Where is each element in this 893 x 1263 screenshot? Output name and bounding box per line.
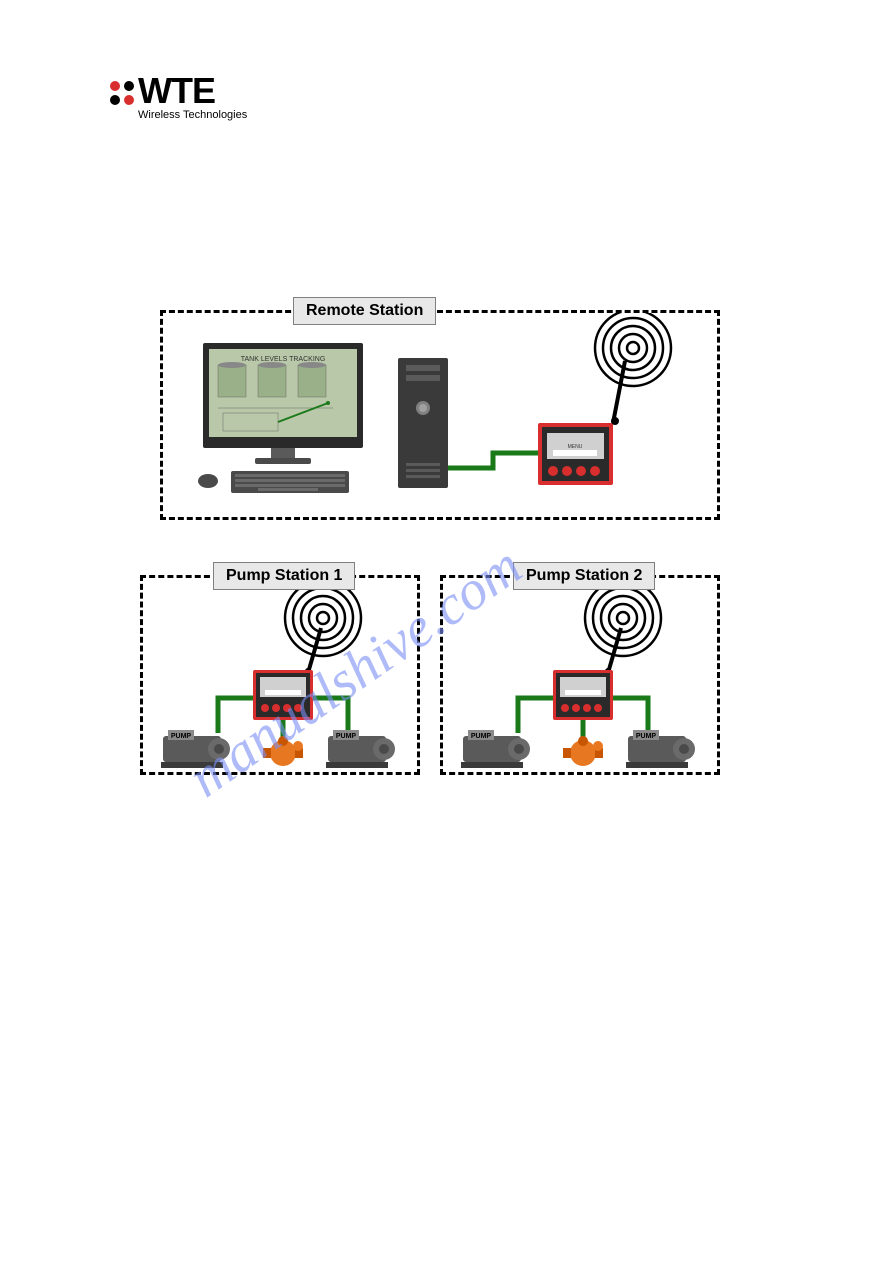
logo-dot [124,81,134,91]
pump-station-1-label: Pump Station 1 [213,562,355,590]
pump-station-2-graphic: PUMP PUMP [443,578,723,778]
cable-icon [218,698,253,733]
radio-waves-icon [285,580,361,656]
radio-modem-icon [253,628,321,720]
mouse-icon [198,474,218,488]
cable-icon [313,698,348,733]
radio-waves-icon [595,313,671,386]
logo-dot [110,95,120,105]
valve-icon [563,736,603,766]
logo-dot [110,81,120,91]
cable-icon [448,453,538,468]
pump-icon: PUMP [626,730,695,768]
pump-icon: PUMP [161,730,230,768]
pc-tower-icon [398,358,448,488]
pump-icon: PUMP [461,730,530,768]
remote-station-graphic: TANK LEVELS TRACKING [163,313,723,523]
radio-modem-icon [553,628,621,720]
pump-icon: PUMP [326,730,395,768]
svg-text:PUMP: PUMP [471,733,492,740]
remote-station-label: Remote Station [293,297,436,325]
monitor-title: TANK LEVELS TRACKING [241,356,326,363]
cable-icon [613,698,648,733]
company-logo: WTE Wireless Technologies [110,75,247,121]
logo-text: WTE [138,75,247,107]
cable-icon [518,698,553,733]
remote-station-box: Remote Station TANK LEVELS TRACKING [160,310,720,520]
logo-text-wrap: WTE Wireless Technologies [138,75,247,121]
valve-icon [263,736,303,766]
pump-station-1-box: Pump Station 1 PUMP [140,575,420,775]
svg-text:PUMP: PUMP [171,733,192,740]
svg-text:PUMP: PUMP [636,733,657,740]
logo-dot [124,95,134,105]
pump-station-2-box: Pump Station 2 PUMP [440,575,720,775]
svg-text:PUMP: PUMP [336,733,357,740]
pump-station-2-label: Pump Station 2 [513,562,655,590]
svg-text:MENU: MENU [568,444,583,450]
monitor-icon: TANK LEVELS TRACKING [203,343,363,464]
radio-waves-icon [585,580,661,656]
pump-station-1-graphic: PUMP PUMP [143,578,423,778]
logo-dots [110,81,134,105]
logo-subtitle: Wireless Technologies [138,109,247,121]
